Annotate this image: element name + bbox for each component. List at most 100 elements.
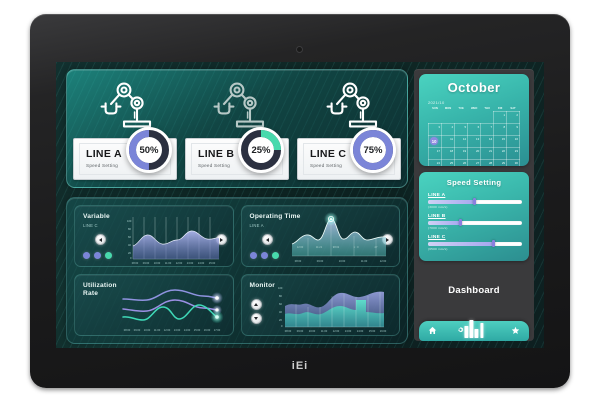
calendar-day[interactable]: 8 bbox=[493, 123, 508, 136]
nav-settings-button[interactable] bbox=[450, 321, 470, 341]
production-lines-panel: LINE A Speed Setting 50% bbox=[66, 69, 408, 188]
svg-text:08:00: 08:00 bbox=[294, 259, 301, 263]
calendar-day[interactable]: 1 bbox=[493, 111, 508, 124]
calendar-day[interactable]: 14 bbox=[480, 135, 495, 148]
svg-text:08:00: 08:00 bbox=[124, 328, 131, 332]
slider-line-c[interactable]: LINE C (6500 mm/s) bbox=[428, 235, 522, 251]
svg-text:12:00: 12:00 bbox=[164, 328, 171, 332]
svg-text:16:00: 16:00 bbox=[379, 329, 386, 333]
slider-track[interactable] bbox=[428, 197, 522, 206]
calendar-day[interactable]: 5 bbox=[454, 123, 469, 136]
calendar-card[interactable]: October 2021/10 SUN MON TUE WED THU FRI bbox=[419, 74, 529, 166]
series-dot[interactable] bbox=[249, 252, 257, 259]
calendar-day[interactable]: 25 bbox=[440, 159, 456, 166]
calendar-day-selected[interactable]: 10 bbox=[428, 135, 442, 148]
scroll-up-button[interactable] bbox=[250, 299, 262, 310]
series-dots[interactable] bbox=[83, 252, 112, 259]
camera-dot-icon bbox=[296, 46, 303, 53]
main-content-column: LINE A Speed Setting 50% bbox=[66, 69, 408, 344]
robot-arm-icon-line-b bbox=[180, 75, 293, 137]
calendar-day[interactable]: 7 bbox=[480, 123, 495, 136]
calendar-day[interactable]: 13 bbox=[467, 135, 482, 148]
svg-text:10:00: 10:00 bbox=[308, 329, 315, 333]
calendar-day[interactable]: 12 bbox=[454, 135, 469, 148]
calendar-day[interactable]: 26 bbox=[454, 159, 469, 166]
line-card-line-c[interactable]: LINE C Speed Setting 75% bbox=[297, 127, 401, 180]
calendar-day[interactable]: 6 bbox=[467, 123, 482, 136]
calendar-day[interactable]: 20 bbox=[467, 147, 482, 160]
calendar-day[interactable]: 9 bbox=[506, 123, 520, 136]
prev-button[interactable] bbox=[261, 234, 273, 245]
calendar-day[interactable]: 21 bbox=[480, 147, 495, 160]
gauge-value-label: 75% bbox=[363, 144, 383, 156]
charts-panel: Variable LINE C bbox=[66, 197, 408, 344]
calendar-grid[interactable]: SUN MON TUE WED THU FRI SAT bbox=[428, 107, 520, 166]
svg-text:40: 40 bbox=[279, 310, 282, 314]
calendar-day[interactable]: 11 bbox=[440, 135, 456, 148]
line-card-line-b[interactable]: LINE B Speed Setting 25% bbox=[185, 127, 289, 180]
nav-favorites-button[interactable] bbox=[505, 321, 525, 341]
widget-title: Variable bbox=[83, 213, 110, 220]
nav-home-button[interactable] bbox=[423, 321, 443, 341]
slider-knob[interactable] bbox=[473, 197, 476, 206]
calendar-day[interactable]: 30 bbox=[506, 159, 520, 166]
scroll-down-button[interactable] bbox=[250, 313, 262, 324]
slider-knob[interactable] bbox=[491, 239, 495, 248]
calendar-day[interactable]: 23 bbox=[506, 147, 520, 160]
calendar-day[interactable]: 18 bbox=[440, 147, 456, 160]
line-card-line-a[interactable]: LINE A Speed Setting 50% bbox=[73, 127, 177, 180]
bar-chart-icon[interactable] bbox=[464, 318, 484, 338]
card-inner-border bbox=[191, 143, 283, 175]
calendar-day[interactable]: 2 bbox=[506, 111, 520, 124]
svg-text:14:00: 14:00 bbox=[184, 328, 191, 332]
series-dot[interactable] bbox=[94, 252, 101, 259]
svg-text:11:00: 11:00 bbox=[165, 261, 172, 265]
series-dot[interactable] bbox=[105, 252, 112, 259]
slider-track[interactable] bbox=[428, 239, 522, 248]
prev-button[interactable] bbox=[95, 234, 106, 245]
calendar-day[interactable]: 16 bbox=[506, 135, 520, 148]
calendar-day[interactable]: 29 bbox=[493, 159, 508, 166]
gauge-line-a[interactable]: 50% bbox=[126, 127, 172, 173]
calendar-weekday: THU bbox=[484, 107, 490, 111]
series-dot[interactable] bbox=[271, 252, 279, 259]
series-dot[interactable] bbox=[83, 252, 90, 259]
series-dot[interactable] bbox=[260, 252, 268, 259]
svg-text:08:00: 08:00 bbox=[132, 261, 139, 265]
calendar-day[interactable]: 3 bbox=[428, 123, 442, 136]
line-name-label: LINE B bbox=[198, 148, 235, 160]
slider-knob[interactable] bbox=[459, 218, 462, 227]
industrial-panel-pc: LINE A Speed Setting 50% bbox=[30, 14, 570, 388]
calendar-day[interactable]: 24 bbox=[428, 159, 442, 166]
series-dots[interactable] bbox=[249, 252, 279, 259]
svg-text:09:00: 09:00 bbox=[143, 261, 150, 265]
gauge-line-c[interactable]: 75% bbox=[350, 127, 396, 173]
calendar-weekday: WED bbox=[470, 107, 478, 111]
calendar-day[interactable]: 28 bbox=[480, 159, 495, 166]
calendar-day[interactable]: 4 bbox=[440, 123, 456, 136]
chart-monitor: 100 80 60 40 20 0 bbox=[270, 282, 388, 335]
svg-text:09:00: 09:00 bbox=[134, 328, 141, 332]
slider-track[interactable] bbox=[428, 218, 522, 227]
svg-text:17:00: 17:00 bbox=[214, 328, 221, 332]
calendar-day[interactable]: 17 bbox=[428, 147, 442, 160]
line-name-label: LINE C bbox=[310, 148, 347, 160]
calendar-day[interactable]: 22 bbox=[493, 147, 508, 160]
svg-text:16:00: 16:00 bbox=[204, 328, 211, 332]
svg-text:12:00: 12:00 bbox=[176, 261, 183, 265]
slider-unit-label: (6500 mm/s) bbox=[428, 246, 448, 251]
calendar-day[interactable]: 19 bbox=[454, 147, 469, 160]
svg-text:80: 80 bbox=[128, 227, 131, 231]
calendar-weekday-row: SUN MON TUE WED THU FRI SAT bbox=[429, 107, 520, 112]
svg-text:12:00: 12:00 bbox=[379, 259, 386, 263]
chart-operating-time: 12:00 11:21 98:02 1 : 0 27 08:00 09:00 10:00… bbox=[286, 212, 388, 266]
svg-text:100: 100 bbox=[278, 286, 283, 290]
slider-unit-label: (7000 mm/s) bbox=[428, 225, 448, 230]
slider-line-a[interactable]: LINE A (3000 mm/s) bbox=[428, 193, 522, 209]
gauge-line-b[interactable]: 25% bbox=[238, 127, 284, 173]
calendar-day[interactable]: 15 bbox=[493, 135, 508, 148]
svg-text:15:00: 15:00 bbox=[194, 328, 201, 332]
calendar-week-row: 10 11 12 13 14 15 16 bbox=[428, 135, 520, 148]
calendar-day[interactable]: 27 bbox=[467, 159, 482, 166]
slider-line-b[interactable]: LINE B (7000 mm/s) bbox=[428, 214, 522, 230]
